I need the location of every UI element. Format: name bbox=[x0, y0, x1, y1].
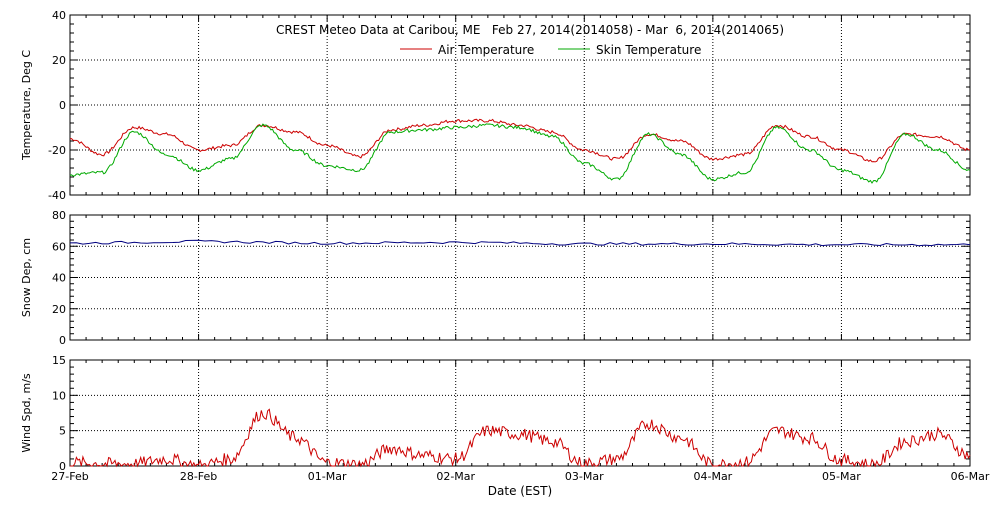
x-tick-label: 28-Feb bbox=[180, 470, 217, 483]
panel-1: 0 20 40 60 80 Snow Dep, cm bbox=[20, 209, 971, 347]
series-skin-temperature bbox=[69, 123, 971, 184]
series-line-2 bbox=[70, 408, 971, 468]
series-air-temperature bbox=[69, 118, 971, 163]
panel-0: -40 -20 0 20 40 Temperature, Deg C bbox=[20, 9, 971, 202]
legend: Air Temperature Skin Temperature bbox=[400, 43, 701, 57]
y-tick-label: 10 bbox=[52, 389, 66, 402]
series-line-1 bbox=[69, 239, 971, 247]
y-tick-label: -20 bbox=[48, 144, 66, 157]
y-tick-label: -40 bbox=[48, 189, 66, 202]
y-tick-label: 0 bbox=[59, 334, 66, 347]
y-tick-label: 60 bbox=[52, 240, 66, 253]
y-tick-label: 80 bbox=[52, 209, 66, 222]
legend-label-1: Skin Temperature bbox=[596, 43, 701, 57]
y-axis-label: Wind Spd, m/s bbox=[20, 373, 33, 453]
plot-frame bbox=[69, 359, 971, 467]
y-tick-label: 20 bbox=[52, 54, 66, 67]
y-tick-label: 40 bbox=[52, 9, 66, 22]
x-axis-label: Date (EST) bbox=[488, 484, 552, 498]
y-axis-label: Snow Dep, cm bbox=[20, 238, 33, 317]
x-tick-label: 03-Mar bbox=[565, 470, 604, 483]
plot-panels: -40 -20 0 20 40 Temperature, Deg C 0 20 40 60 80 Sn… bbox=[20, 9, 990, 483]
y-tick-label: 5 bbox=[59, 425, 66, 438]
x-tick-label: 04-Mar bbox=[693, 470, 732, 483]
x-tick-label: 05-Mar bbox=[822, 470, 861, 483]
y-axis-label: Temperature, Deg C bbox=[20, 50, 33, 161]
x-tick-label: 06-Mar bbox=[951, 470, 990, 483]
x-tick-label: 01-Mar bbox=[308, 470, 347, 483]
y-tick-label: 20 bbox=[52, 303, 66, 316]
x-tick-label: 02-Mar bbox=[436, 470, 475, 483]
panel-2: 0 5 10 15 Wind Spd, m/s 27-Feb 28-Feb 01-Mar 02-… bbox=[20, 354, 990, 483]
y-tick-label: 15 bbox=[52, 354, 66, 367]
y-tick-label: 0 bbox=[59, 99, 66, 112]
chart-title: CREST Meteo Data at Caribou, ME Feb 27, … bbox=[276, 23, 784, 37]
y-tick-label: 40 bbox=[52, 272, 66, 285]
legend-label-0: Air Temperature bbox=[438, 43, 534, 57]
y-tick-label: 0 bbox=[59, 460, 66, 473]
x-tick-label: 27-Feb bbox=[51, 470, 88, 483]
